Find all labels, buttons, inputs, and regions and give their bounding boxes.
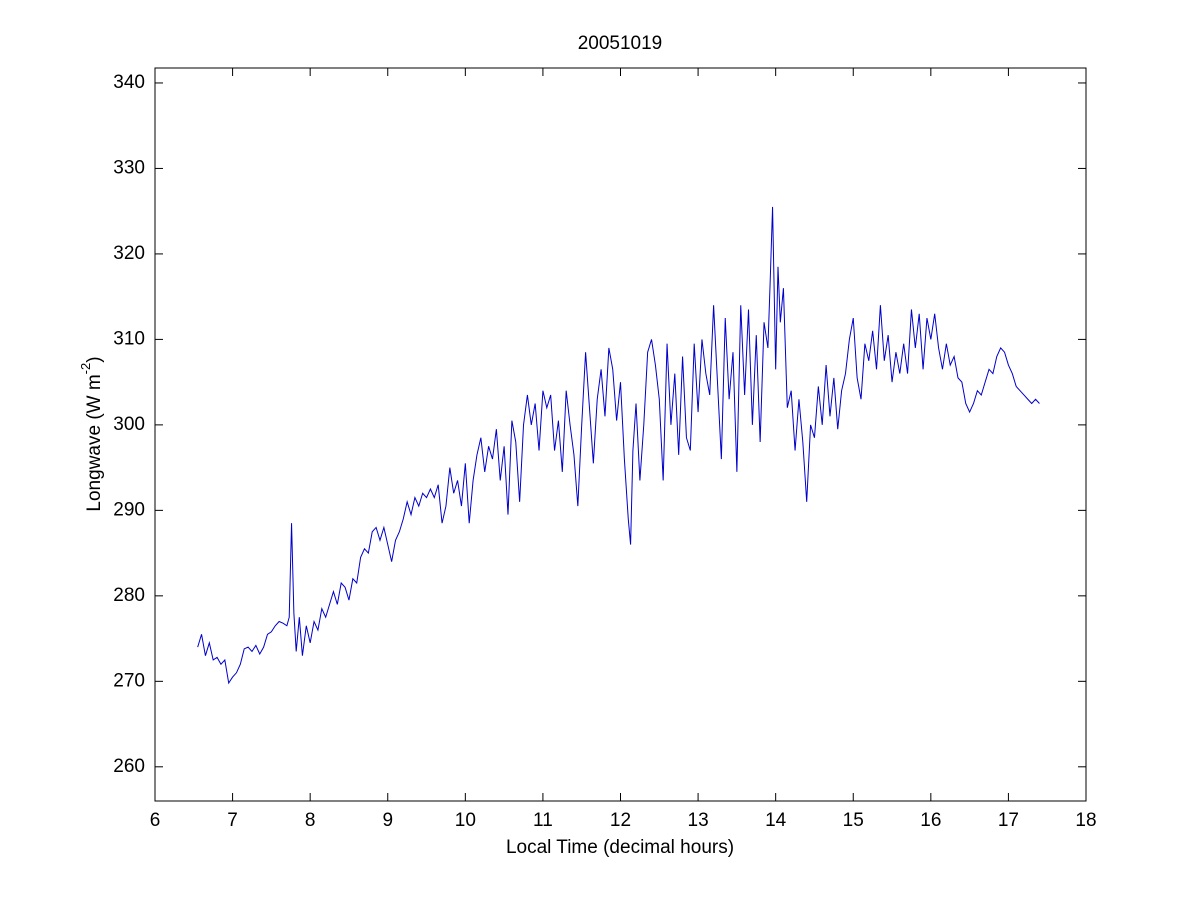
y-tick-label: 260 (113, 756, 145, 777)
x-tick-label: 14 (765, 810, 787, 831)
y-axis-label: Longwave (W m-2) (78, 356, 105, 511)
y-tick-label: 310 (113, 328, 145, 349)
y-tick-label: 330 (113, 157, 145, 178)
x-tick-label: 9 (382, 810, 393, 831)
x-axis-label: Local Time (decimal hours) (506, 837, 734, 858)
y-tick-label: 270 (113, 670, 145, 691)
x-tick-label: 6 (150, 810, 161, 831)
x-tick-label: 15 (843, 810, 864, 831)
x-tick-label: 8 (305, 810, 316, 831)
x-tick-label: 11 (533, 810, 553, 831)
x-tick-label: 7 (227, 810, 238, 831)
y-tick-label: 300 (113, 414, 145, 435)
x-tick-label: 13 (688, 810, 709, 831)
x-tick-label: 16 (920, 810, 941, 831)
y-axis-label-exponent: -2 (78, 363, 93, 375)
y-axis-label-text: Longwave (W m (84, 374, 105, 511)
data-line (197, 206, 1040, 685)
y-tick-label: 340 (113, 72, 145, 93)
y-tick-label: 290 (113, 499, 145, 520)
x-tick-label: 18 (1075, 810, 1096, 831)
x-tick-label: 10 (455, 810, 476, 831)
y-tick-label: 280 (113, 585, 145, 606)
x-tick-label: 12 (610, 810, 631, 831)
x-tick-label: 17 (998, 810, 1019, 831)
y-tick-label: 320 (113, 243, 145, 264)
y-axis-label-end: ) (84, 356, 105, 362)
chart-title: 20051019 (578, 33, 663, 54)
